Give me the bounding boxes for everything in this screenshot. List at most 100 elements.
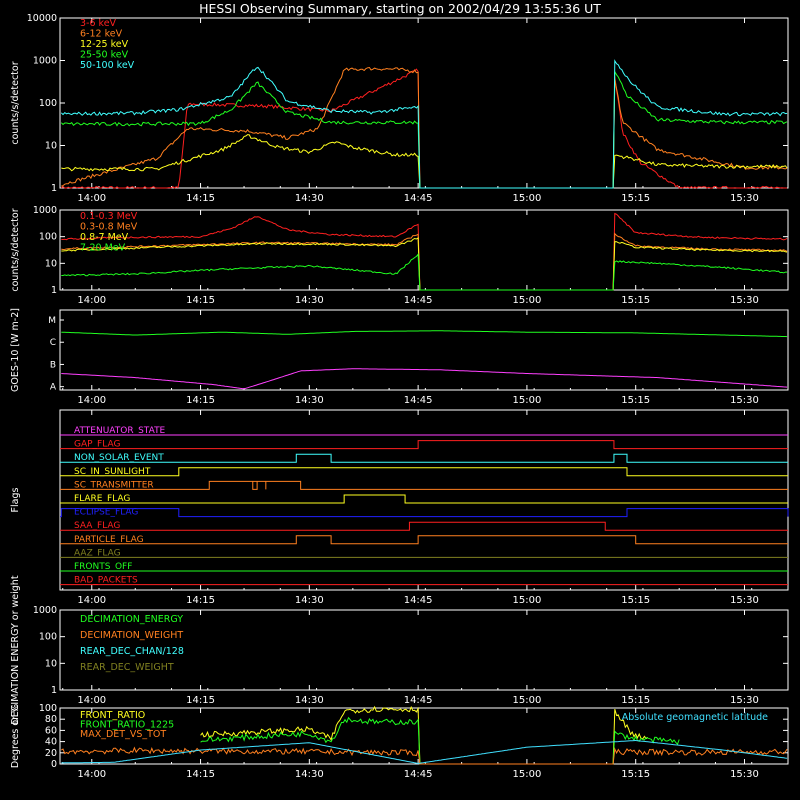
flag-line-eclipse-flag: [60, 508, 789, 518]
x-tick-label: 15:00: [512, 595, 541, 606]
x-tick-label: 15:00: [512, 395, 541, 406]
x-tick-label: 14:45: [404, 695, 433, 706]
flag-label-sc-in-sunlight: SC_IN_SUNLIGHT: [74, 467, 151, 477]
series-6-12-kev: [61, 66, 788, 189]
legend-decimation-energy: DECIMATION_ENERGY: [80, 614, 183, 625]
legend-25-50-kev: 25-50 keV: [80, 50, 129, 61]
x-tick-label: 14:00: [77, 595, 106, 606]
legend-6-12-kev: 6-12 keV: [80, 29, 123, 40]
x-tick-label: 14:45: [404, 769, 433, 780]
flag-label-attenuator-state: ATTENUATOR_STATE: [74, 426, 166, 436]
y-tick-label: 20: [45, 748, 57, 759]
x-tick-label: 15:30: [730, 395, 759, 406]
x-tick-label: 15:00: [512, 695, 541, 706]
y-tick-label: 10: [45, 658, 57, 669]
series-3-6-kev: [60, 68, 788, 189]
legend-12-25-kev: 12-25 keV: [80, 39, 129, 50]
flag-line-flare-flag: [60, 494, 788, 504]
series-12-25-kev: [61, 134, 788, 189]
x-tick-label: 15:15: [621, 295, 650, 306]
series-line: [61, 330, 788, 338]
y-tick-label: C: [50, 338, 56, 348]
x-tick-label: 15:00: [512, 193, 541, 204]
x-tick-label: 14:30: [295, 295, 324, 306]
x-tick-label: 14:15: [186, 295, 215, 306]
y-tick-label: 0: [51, 759, 57, 770]
flag-line-sc-transmitter: [60, 480, 788, 490]
series-absolute-geomagnetic-latitude: [61, 739, 788, 764]
flag-label-fronts-off: FRONTS_OFF: [74, 562, 132, 572]
series-line: [61, 368, 788, 390]
x-tick-label: 14:00: [77, 769, 106, 780]
flag-label-sc-transmitter: SC_TRANSMITTER: [74, 480, 154, 490]
panel-hi: 14:00 14:15 14:30 14:45 15:00 15:15 15:30 1 10 10…: [10, 205, 789, 306]
x-tick-label: 15:15: [621, 695, 650, 706]
panel-goes: 14:00 14:15 14:30 14:45 15:00 15:15 15:30 A B C M G…: [10, 308, 789, 406]
y-tick-label: 1: [51, 685, 57, 696]
x-tick-label: 14:45: [404, 595, 433, 606]
x-tick-label: 15:15: [621, 193, 650, 204]
series-max-det-vs-tot: [61, 746, 788, 765]
y-tick-label: 100: [39, 98, 57, 109]
x-tick-label: 14:00: [77, 695, 106, 706]
x-tick-label: 15:15: [621, 395, 650, 406]
y-axis-label: DECIMATION ENERGY or weight: [10, 575, 21, 724]
x-tick-label: 15:15: [621, 769, 650, 780]
y-tick-label: B: [50, 360, 56, 370]
y-tick-label: 1000: [33, 56, 57, 67]
panel-frame: [59, 17, 789, 189]
flag-label-aaz-flag: AAZ_FLAG: [74, 548, 121, 558]
flag-line-particle-flag: [60, 535, 788, 545]
flag-line-sc-in-sunlight: [60, 467, 788, 477]
x-tick-label: 15:00: [512, 295, 541, 306]
flag-label-particle-flag: PARTICLE_FLAG: [74, 535, 144, 545]
legend-rear-dec-weight: REAR_DEC_WEIGHT: [80, 662, 174, 673]
x-tick-label: 14:30: [295, 695, 324, 706]
x-tick-label: 15:30: [730, 295, 759, 306]
series-0-1-0-3-mev: [61, 212, 788, 291]
panel-flags: 14:00 14:15 14:30 14:45 15:00 15:15 15:30 Flags…: [10, 409, 789, 606]
panel-lo: 14:00 14:15 14:30 14:45 15:00 15:15 15:30 1 10 10…: [10, 13, 789, 204]
legend-front-ratio: FRONT_RATIO: [80, 710, 145, 721]
x-tick-label: 15:30: [730, 695, 759, 706]
y-axis-label: Flags: [10, 487, 21, 512]
y-tick-label: 1000: [33, 605, 57, 616]
legend-rear-dec-chan-128: REAR_DEC_CHAN/128: [80, 646, 184, 657]
series-7-20-mev: [61, 252, 788, 291]
x-tick-label: 15:30: [730, 769, 759, 780]
legend-7-20-mev: 7-20 MeV: [80, 243, 126, 254]
chart-title: HESSI Observing Summary, starting on 200…: [199, 1, 601, 16]
y-axis-label: counts/s/detector: [10, 208, 21, 291]
flag-label-saa-flag: SAA_FLAG: [74, 521, 120, 531]
x-tick-label: 14:15: [186, 595, 215, 606]
x-tick-label: 14:00: [77, 395, 106, 406]
legend-50-100-kev: 50-100 keV: [80, 60, 135, 71]
x-tick-label: 14:15: [186, 695, 215, 706]
x-tick-label: 15:30: [730, 193, 759, 204]
y-tick-label: 10: [45, 141, 57, 152]
panel-ratio: 14:00 14:15 14:30 14:45 15:00 15:15 15:30 02040…: [10, 703, 789, 780]
y-tick-label: 40: [45, 737, 57, 748]
y-tick-label: 60: [45, 725, 57, 736]
x-tick-label: 14:45: [404, 395, 433, 406]
x-tick-label: 14:15: [186, 395, 215, 406]
flag-label-bad-packets: BAD_PACKETS: [74, 576, 138, 586]
legend-0-1-0-3-mev: 0.1-0.3 MeV: [80, 211, 138, 222]
y-axis-label: counts/s/detector: [10, 61, 21, 144]
geomagnetic-latitude-annotation: Absolute geomagnetic latitude: [622, 712, 768, 723]
series-front-ratio-1225: [200, 716, 680, 765]
legend-decimation-weight: DECIMATION_WEIGHT: [80, 630, 183, 641]
x-tick-label: 14:30: [295, 193, 324, 204]
flag-label-non-solar-event: NON_SOLAR_EVENT: [74, 453, 164, 463]
flag-line-gap-flag: [60, 440, 788, 450]
y-tick-label: 80: [45, 714, 57, 725]
y-tick-label: 10000: [27, 13, 57, 24]
x-tick-label: 14:15: [186, 769, 215, 780]
y-tick-label: A: [50, 383, 57, 393]
y-tick-label: 100: [39, 703, 57, 714]
y-tick-label: 100: [39, 632, 57, 643]
x-tick-label: 14:45: [404, 193, 433, 204]
series-25-50-kev: [60, 69, 788, 189]
x-tick-label: 15:00: [512, 769, 541, 780]
x-tick-label: 14:30: [295, 595, 324, 606]
